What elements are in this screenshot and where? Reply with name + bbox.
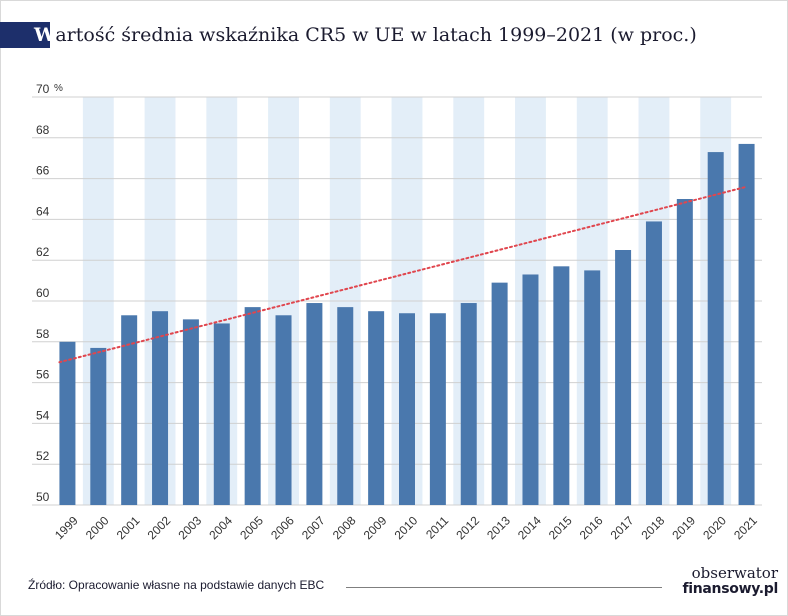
bar [182,319,199,505]
title-rest: artość średnia wskaźnika CR5 w UE w lata… [55,24,697,46]
y-tick-label: 64 [36,204,50,218]
y-unit-label: % [54,83,63,94]
y-tick-label: 62 [36,245,50,259]
bar [59,341,76,505]
x-tick-label: 2001 [114,513,143,542]
trend-line [58,185,748,364]
x-tick-label: 2012 [453,513,482,542]
x-tick-label: 2010 [392,513,421,542]
bar [213,323,230,505]
bar [553,266,570,505]
bar [522,274,539,505]
logo-line1: obserwator [691,564,778,582]
title-initial: W [34,24,56,46]
bar [244,307,261,505]
x-tick-label: 2014 [515,513,544,542]
x-tick-label: 2003 [175,513,204,542]
x-tick-label: 2013 [484,513,513,542]
y-tick-label: 50 [36,490,50,504]
x-tick-label: 2009 [361,513,390,542]
y-tick-label: 58 [36,327,50,341]
bar [491,282,508,505]
bar [707,152,724,505]
logo-line2: finansowy.pl [682,581,778,597]
bar [90,347,107,505]
footer-divider [346,587,662,588]
title-accent-block [0,22,50,48]
x-tick-label: 2015 [546,513,575,542]
chart-title-bar: Wartość średnia wskaźnika CR5 w UE w lat… [0,22,788,48]
bar [460,303,477,505]
y-tick-label: 52 [36,449,50,463]
bar [429,313,446,505]
y-tick-label: 68 [36,123,50,137]
y-tick-label: 66 [36,164,50,178]
y-tick-label: 56 [36,368,50,382]
x-tick-label: 2017 [608,513,637,542]
x-tick-label: 2019 [669,513,698,542]
x-tick-label: 2000 [83,513,112,542]
x-tick-label: 2004 [206,513,235,542]
x-tick-label: 2005 [237,513,266,542]
bar [615,250,632,505]
y-tick-label: 70 [36,82,50,96]
chart-title: Wartość średnia wskaźnika CR5 w UE w lat… [34,22,697,48]
bar [399,313,415,505]
bar [645,221,662,505]
x-tick-label: 2002 [145,513,174,542]
bar [337,307,354,505]
y-tick-label: 54 [36,408,50,422]
bar [306,303,323,505]
x-tick-label: 2008 [330,513,359,542]
bar [676,199,693,505]
publisher-logo: obserwator finansowy.pl [668,565,778,597]
x-tick-label: 2006 [268,513,297,542]
x-tick-label: 1999 [52,513,81,542]
source-note: Źródło: Opracowanie własne na podstawie … [28,578,325,592]
x-tick-label: 2020 [700,513,729,542]
y-tick-label: 60 [36,286,50,300]
bar [368,311,385,505]
x-tick-label: 2018 [639,513,668,542]
bar [738,143,755,506]
x-tick-label: 2016 [577,513,606,542]
x-tick-label: 2007 [299,513,328,542]
bar [152,311,169,505]
x-tick-label: 2011 [423,513,451,541]
x-tick-label: 2021 [731,513,760,542]
bar [121,315,138,505]
bar [275,315,292,505]
bar [584,270,601,505]
